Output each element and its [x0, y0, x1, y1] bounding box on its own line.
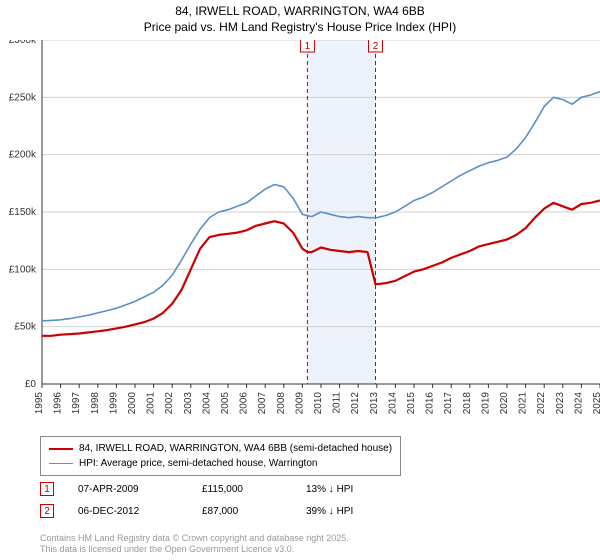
- x-tick-label: 1998: [90, 392, 101, 415]
- x-tick-label: 2013: [369, 392, 380, 415]
- legend-row: 84, IRWELL ROAD, WARRINGTON, WA4 6BB (se…: [49, 441, 392, 456]
- sale-date: 06-DEC-2012: [78, 506, 178, 517]
- sale-date: 07-APR-2009: [78, 484, 178, 495]
- footer-line2: This data is licensed under the Open Gov…: [40, 544, 349, 556]
- sale-diff: 13% ↓ HPI: [306, 484, 406, 495]
- x-tick-label: 2003: [183, 392, 194, 415]
- legend-row: HPI: Average price, semi-detached house,…: [49, 456, 392, 471]
- x-tick-label: 1999: [108, 392, 119, 415]
- chart-title: 84, IRWELL ROAD, WARRINGTON, WA4 6BB Pri…: [0, 0, 600, 35]
- x-tick-label: 2009: [294, 392, 305, 415]
- x-tick-label: 2011: [332, 392, 343, 414]
- legend-label: 84, IRWELL ROAD, WARRINGTON, WA4 6BB (se…: [79, 441, 392, 456]
- x-tick-label: 2020: [499, 392, 510, 415]
- x-tick-label: 2010: [313, 392, 324, 415]
- x-tick-label: 2023: [555, 392, 566, 415]
- y-tick-label: £300k: [9, 40, 37, 46]
- x-tick-label: 2005: [220, 392, 231, 415]
- x-tick-label: 2004: [201, 392, 212, 415]
- x-tick-label: 2021: [518, 392, 529, 415]
- sale-row: 1 07-APR-2009 £115,000 13% ↓ HPI: [40, 478, 406, 500]
- sale-price: £87,000: [202, 506, 282, 517]
- x-tick-label: 1995: [34, 392, 45, 415]
- sale-diff: 39% ↓ HPI: [306, 506, 406, 517]
- sale-rows: 1 07-APR-2009 £115,000 13% ↓ HPI 2 06-DEC-201…: [40, 478, 406, 522]
- sale-row: 2 06-DEC-2012 £87,000 39% ↓ HPI: [40, 500, 406, 522]
- x-tick-label: 2006: [239, 392, 250, 415]
- footer-line1: Contains HM Land Registry data © Crown c…: [40, 533, 349, 545]
- sale-marker-num: 2: [373, 41, 379, 52]
- chart-area: £0 £50k £100k £150k £200k £250k £300k 1995 1996 1…: [0, 40, 600, 420]
- footer: Contains HM Land Registry data © Crown c…: [40, 533, 349, 556]
- x-tick-label: 2025: [592, 392, 600, 415]
- y-tick-label: £0: [25, 379, 37, 390]
- legend-swatch: [49, 448, 73, 450]
- sale-marker-num: 1: [305, 41, 311, 52]
- x-tick-label: 1996: [53, 392, 64, 415]
- y-tick-label: £150k: [9, 207, 37, 218]
- x-tick-label: 2024: [573, 392, 584, 415]
- sale-num-box: 1: [40, 482, 54, 496]
- legend-swatch: [49, 463, 73, 464]
- sale-price: £115,000: [202, 484, 282, 495]
- y-tick-label: £200k: [9, 150, 37, 161]
- x-tick-label: 2014: [387, 392, 398, 415]
- x-tick-label: 1997: [71, 392, 82, 415]
- x-tick-label: 2008: [276, 392, 287, 415]
- chart-svg: £0 £50k £100k £150k £200k £250k £300k 1995 1996 1…: [0, 40, 600, 420]
- sale-num-box: 2: [40, 504, 54, 518]
- x-tick-label: 2017: [443, 392, 454, 415]
- x-tick-label: 2018: [462, 392, 473, 415]
- x-tick-label: 2015: [406, 392, 417, 415]
- x-tick-label: 2016: [425, 392, 436, 415]
- x-tick-label: 2022: [536, 392, 547, 415]
- x-tick-label: 2001: [146, 392, 157, 415]
- y-tick-label: £250k: [9, 92, 37, 103]
- title-line1: 84, IRWELL ROAD, WARRINGTON, WA4 6BB: [0, 4, 600, 20]
- title-line2: Price paid vs. HM Land Registry's House …: [0, 20, 600, 36]
- y-tick-label: £100k: [9, 264, 37, 275]
- x-tick-label: 2012: [350, 392, 361, 415]
- legend-label: HPI: Average price, semi-detached house,…: [79, 456, 317, 471]
- x-tick-label: 2007: [257, 392, 268, 415]
- x-tick-label: 2000: [127, 392, 138, 415]
- y-tick-label: £50k: [14, 322, 37, 333]
- x-tick-label: 2002: [164, 392, 175, 415]
- x-tick-label: 2019: [480, 392, 491, 415]
- legend-box: 84, IRWELL ROAD, WARRINGTON, WA4 6BB (se…: [40, 436, 401, 476]
